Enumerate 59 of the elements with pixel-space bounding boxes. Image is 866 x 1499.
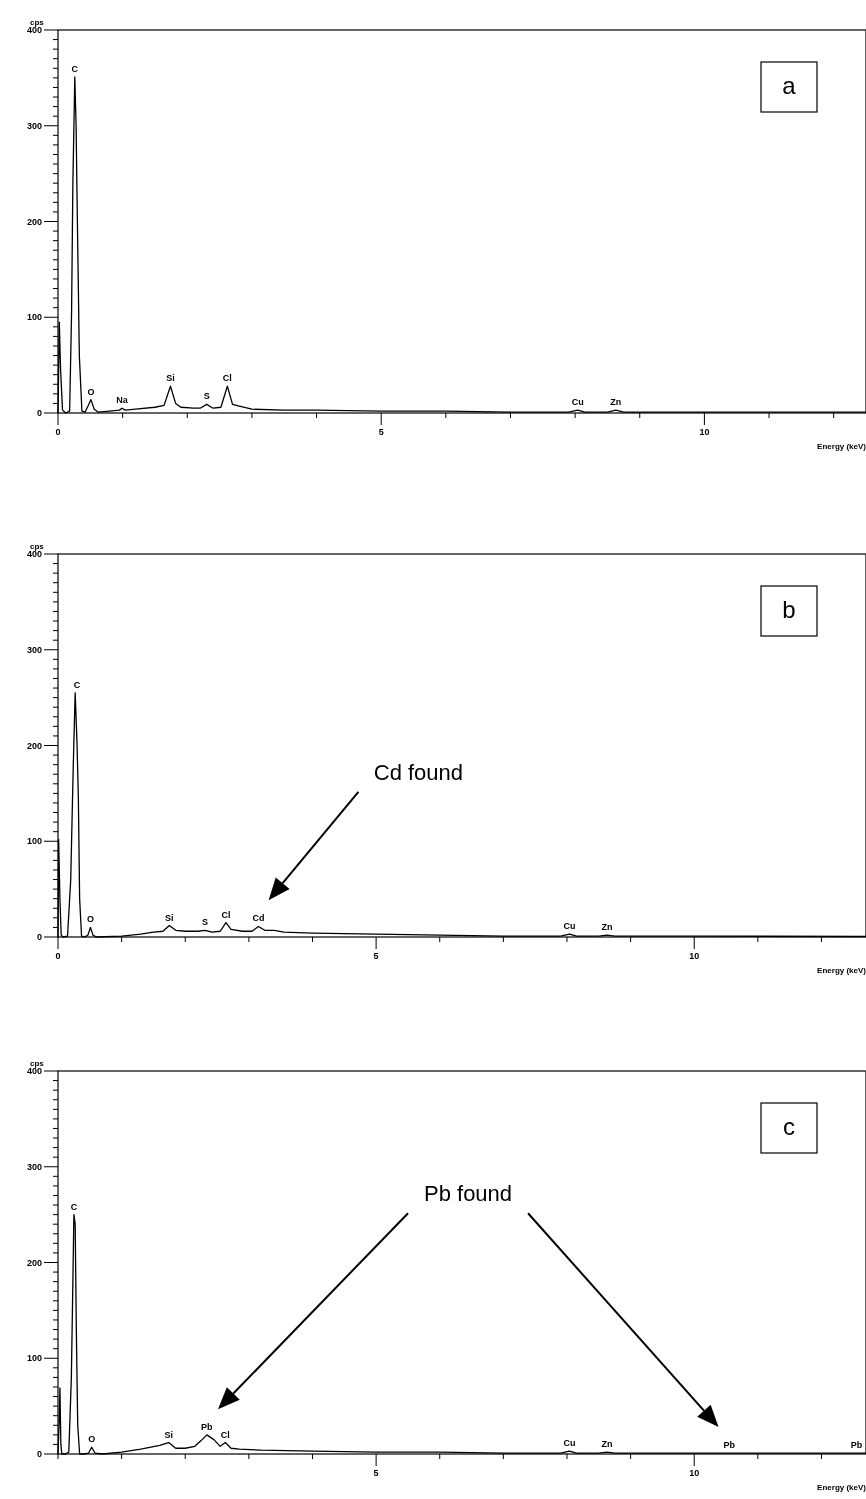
annotation: Cd found: [373, 759, 464, 785]
annotation: Zn: [610, 397, 622, 408]
annotation: S: [201, 917, 208, 928]
annotation: Cd: [252, 913, 265, 924]
x-tick-label: 5: [373, 1468, 379, 1478]
y-tick-label: 0: [36, 932, 42, 942]
y-tick-label: 100: [26, 1353, 42, 1364]
annotation: Pb found: [424, 1181, 513, 1207]
x-axis-title: Energy (keV): [817, 1483, 866, 1492]
annotation: Pb: [201, 1421, 214, 1432]
annotation: Cl: [220, 1429, 230, 1440]
x-axis-title: Energy (keV): [817, 966, 866, 975]
annotation: Si: [165, 912, 174, 923]
y-axis-title: cps: [30, 542, 45, 551]
annotation: Cl: [221, 909, 231, 920]
annotation: Si: [164, 1429, 173, 1440]
y-tick-label: 300: [26, 120, 42, 131]
y-tick-label: 400: [26, 25, 42, 35]
x-tick-label: 10: [689, 1468, 700, 1478]
x-tick-label: 10: [689, 951, 700, 961]
y-axis-title: cps: [30, 1059, 45, 1068]
annotation: S: [203, 391, 210, 402]
annotation: Cu: [571, 397, 584, 408]
x-tick-label: 0: [55, 951, 61, 961]
text: a: [782, 72, 797, 99]
y-tick-label: 100: [26, 312, 42, 323]
annotation: Cl: [222, 373, 232, 384]
y-tick-label: 0: [36, 408, 42, 418]
x-tick-label: 10: [699, 427, 710, 437]
y-tick-label: 100: [26, 836, 42, 847]
y-tick-label: 300: [26, 644, 42, 655]
annotation: Cu: [563, 1438, 576, 1449]
y-axis-title: cps: [30, 18, 45, 27]
annotation: Zn: [601, 1439, 613, 1450]
y-tick-label: 400: [26, 1066, 42, 1076]
text: b: [782, 596, 796, 623]
annotation: Pb: [723, 1440, 736, 1451]
annotation: O: [88, 1434, 96, 1445]
y-tick-label: 0: [36, 1449, 42, 1459]
annotation: Na: [116, 395, 129, 406]
annotation: C: [70, 1201, 78, 1212]
text: c: [783, 1113, 795, 1140]
annotation: O: [86, 914, 94, 925]
y-tick-label: 400: [26, 549, 42, 559]
annotation: Zn: [601, 922, 613, 933]
annotation: C: [71, 63, 79, 74]
annotation: O: [87, 386, 95, 397]
y-tick-label: 300: [26, 1161, 42, 1172]
x-axis-title: Energy (keV): [817, 442, 866, 451]
annotation: C: [73, 679, 81, 690]
y-tick-label: 200: [26, 1257, 42, 1268]
y-tick-label: 200: [26, 740, 42, 751]
annotation: Pb: [850, 1440, 863, 1451]
annotation: Si: [166, 373, 175, 384]
y-tick-label: 200: [26, 216, 42, 227]
x-tick-label: 5: [378, 427, 384, 437]
x-tick-label: 0: [55, 427, 61, 437]
x-tick-label: 5: [373, 951, 379, 961]
annotation: Cu: [563, 921, 576, 932]
